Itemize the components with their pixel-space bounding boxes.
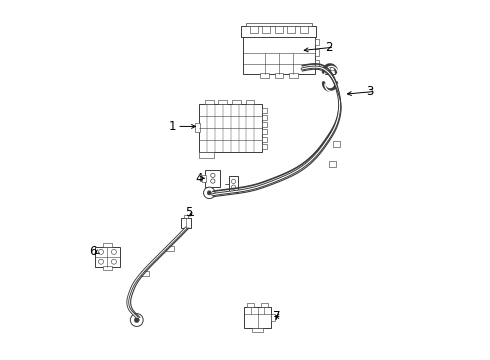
Bar <box>261 302 268 307</box>
Bar <box>184 215 188 218</box>
Circle shape <box>231 179 236 184</box>
Bar <box>244 307 271 328</box>
Bar <box>262 136 268 141</box>
Circle shape <box>130 314 143 327</box>
Text: 7: 7 <box>273 310 280 323</box>
Bar <box>315 39 319 45</box>
Bar <box>289 73 297 78</box>
Bar <box>329 161 336 167</box>
Bar <box>242 26 317 37</box>
Bar <box>275 26 283 33</box>
Bar <box>247 302 254 307</box>
Bar <box>300 26 308 33</box>
Bar <box>219 100 227 104</box>
Bar <box>199 152 214 158</box>
Circle shape <box>134 318 139 323</box>
Circle shape <box>111 249 117 255</box>
Bar <box>181 218 191 228</box>
Bar <box>205 170 221 187</box>
Circle shape <box>231 185 236 189</box>
Bar <box>229 176 238 192</box>
Bar <box>262 108 268 113</box>
Bar <box>315 60 319 67</box>
Circle shape <box>98 249 103 255</box>
Circle shape <box>207 191 211 195</box>
Circle shape <box>203 187 215 199</box>
Bar <box>205 100 214 104</box>
Text: 5: 5 <box>185 206 193 219</box>
Bar <box>232 100 241 104</box>
Bar <box>275 73 283 78</box>
Bar <box>262 130 268 134</box>
Text: 3: 3 <box>367 85 374 98</box>
Bar <box>249 26 258 33</box>
Text: 4: 4 <box>195 172 202 185</box>
Circle shape <box>211 179 215 183</box>
Text: 6: 6 <box>90 245 97 258</box>
Text: 1: 1 <box>168 120 176 133</box>
Bar <box>246 23 312 26</box>
Circle shape <box>111 259 117 264</box>
Bar <box>202 175 206 182</box>
Bar <box>103 266 112 270</box>
Text: 2: 2 <box>325 41 333 54</box>
Bar <box>315 49 319 56</box>
Bar <box>95 247 121 267</box>
Circle shape <box>98 259 103 264</box>
Bar <box>195 123 200 132</box>
Bar <box>333 141 340 147</box>
Bar <box>243 33 315 74</box>
Bar <box>262 26 270 33</box>
Bar <box>262 115 268 120</box>
Circle shape <box>211 173 215 177</box>
Bar <box>325 67 335 74</box>
Bar <box>271 314 275 321</box>
Bar <box>166 246 174 251</box>
Bar <box>252 328 263 332</box>
Bar <box>199 104 262 152</box>
Bar <box>103 243 112 247</box>
Bar <box>141 271 149 276</box>
Bar <box>287 26 295 33</box>
Bar <box>245 100 254 104</box>
Bar <box>262 122 268 127</box>
Bar <box>262 144 268 149</box>
Bar <box>260 73 269 78</box>
